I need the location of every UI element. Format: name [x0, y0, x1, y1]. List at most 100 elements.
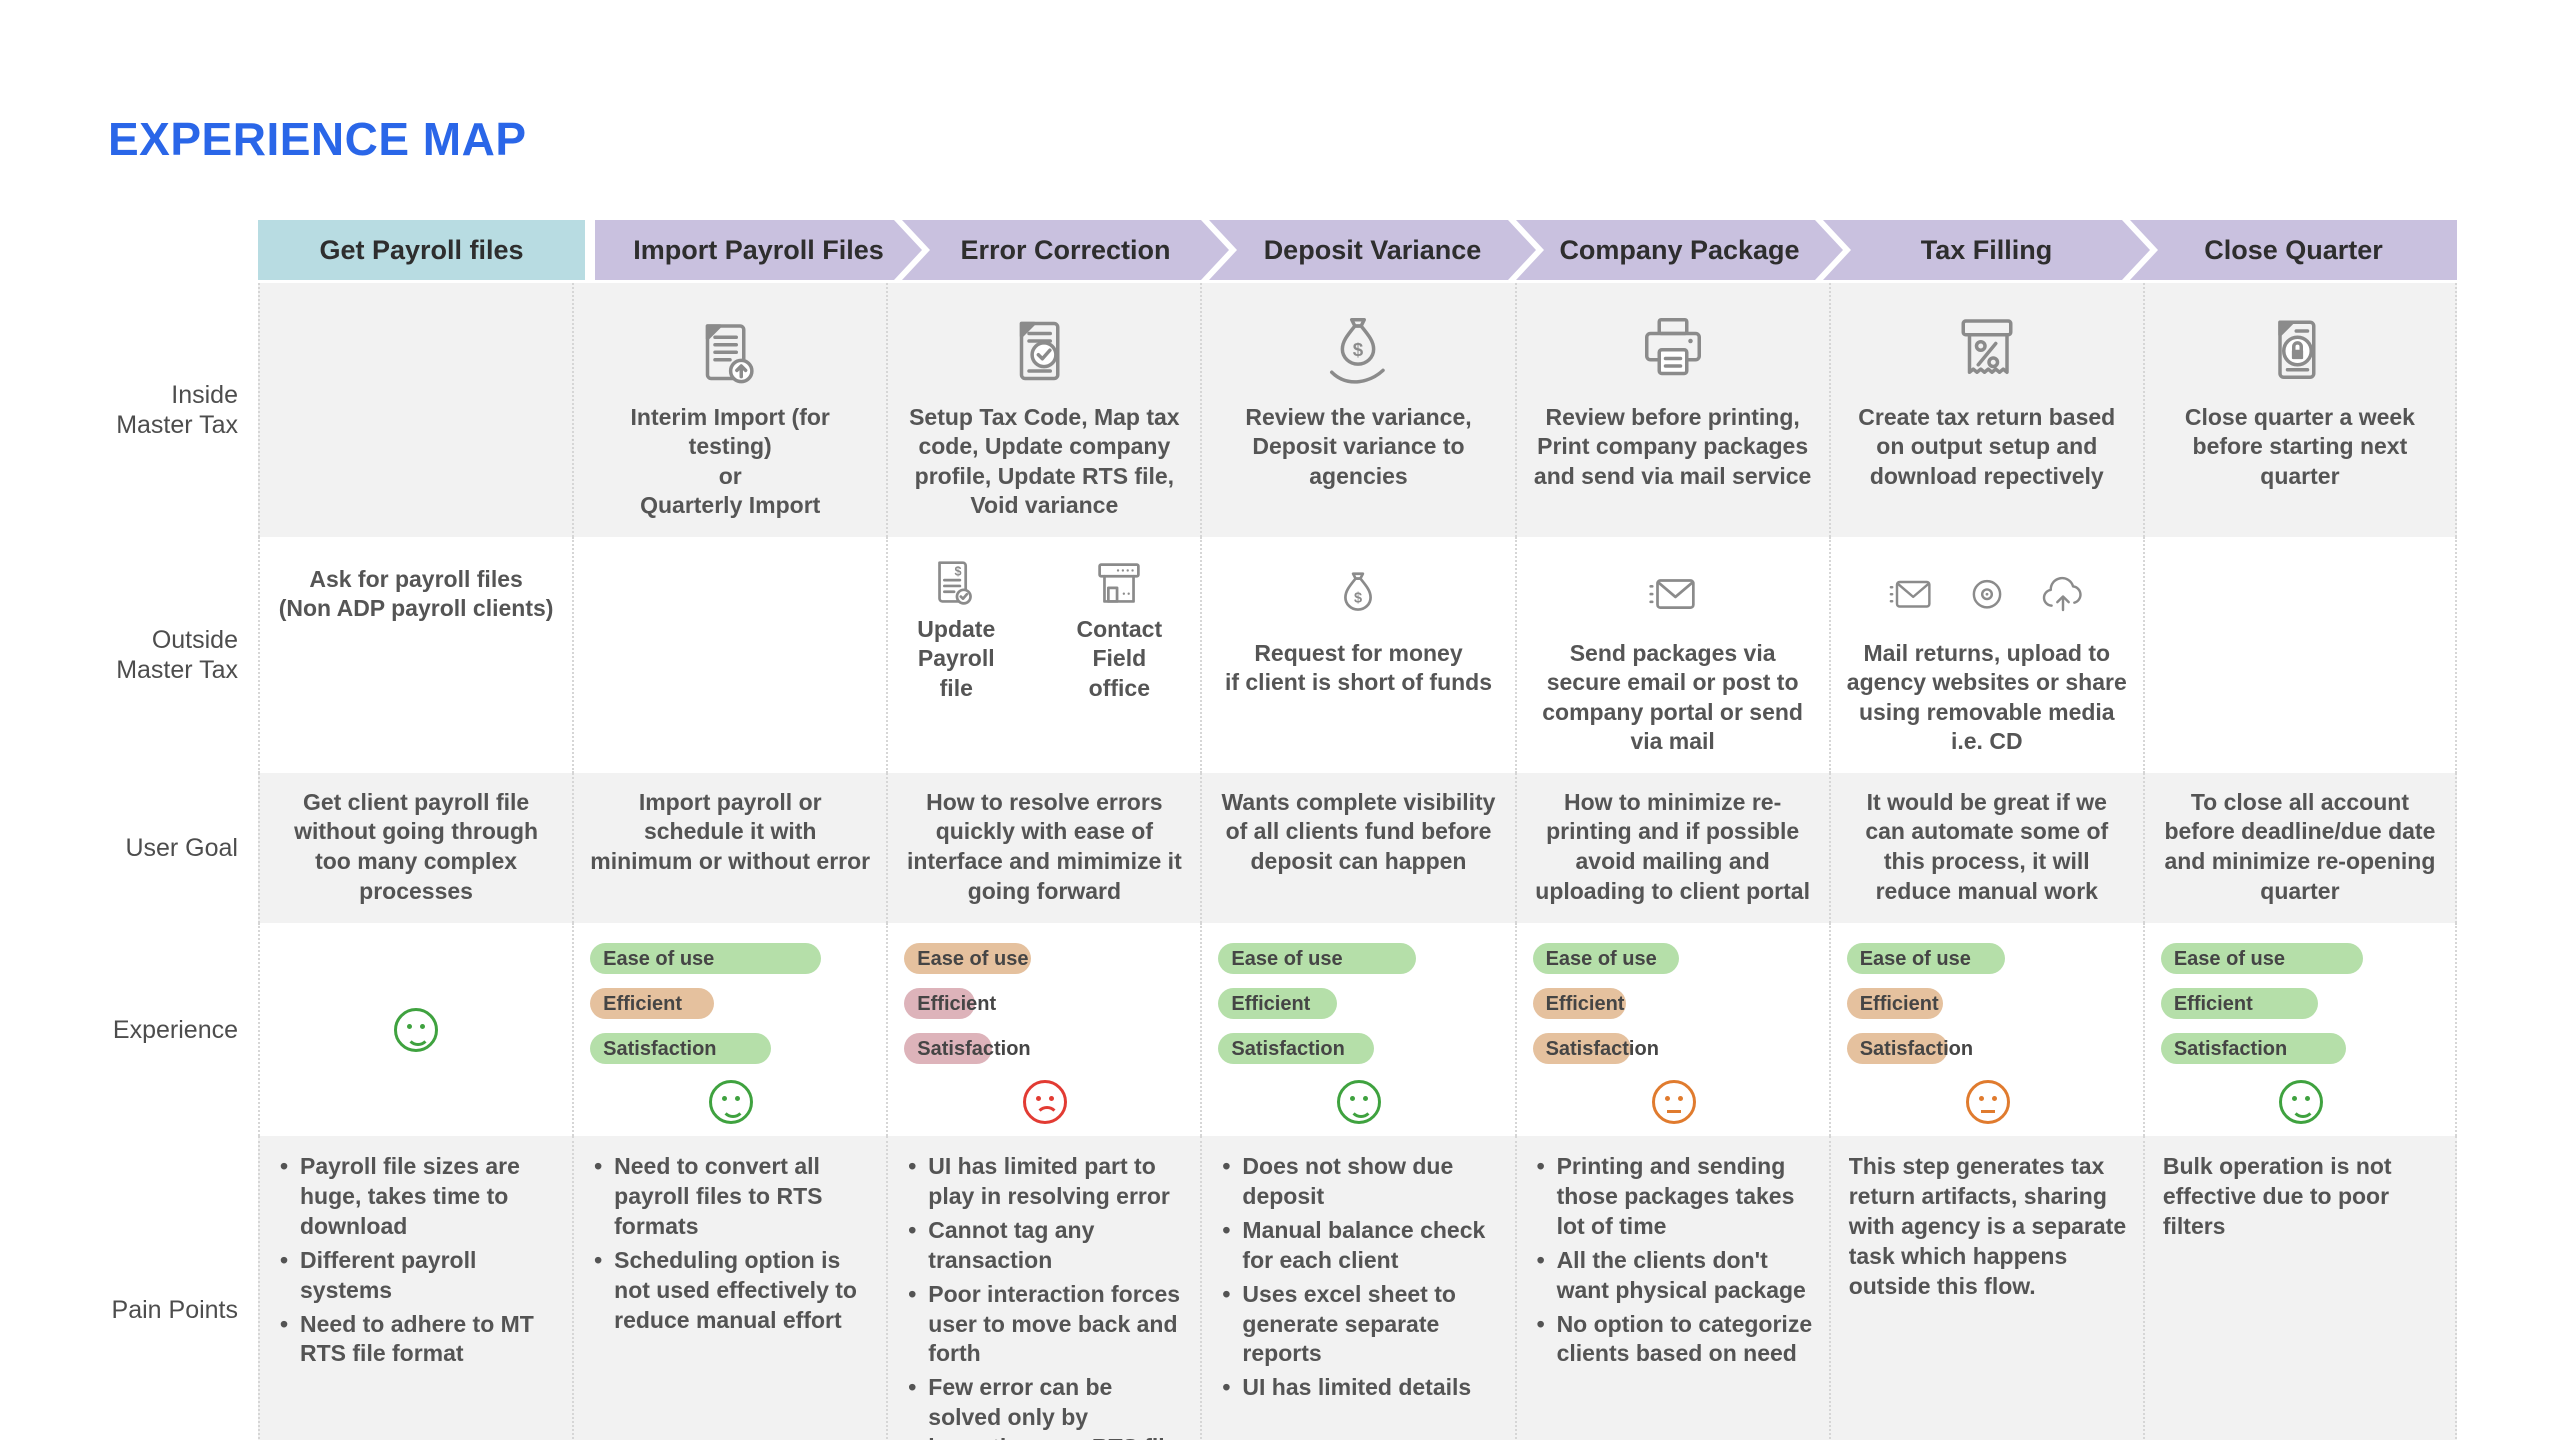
pain-point-item: Scheduling option is not used effectivel… — [590, 1246, 870, 1336]
pain-point-item: Payroll file sizes are huge, takes time … — [276, 1152, 556, 1242]
stage-header-error-correction: Error Correction — [902, 220, 1229, 280]
pain-point-item: Bulk operation is not effective due to p… — [2162, 1153, 2392, 1239]
experience-bar: Satisfaction — [904, 1033, 1031, 1065]
row-label-user-goal: User Goal — [125, 833, 238, 862]
cell-inside-get-payroll-files — [258, 283, 573, 537]
experience-bar: Efficient — [904, 988, 996, 1020]
experience-bar: Ease of use — [904, 943, 1032, 975]
experience-bar: Satisfaction — [1846, 1033, 1973, 1065]
cell-experience-get-payroll-files — [258, 923, 572, 1137]
cell-goal-close-quarter: To close all account before deadline/due… — [2142, 772, 2457, 924]
outside-caption: Send packages via secure email or post t… — [1542, 639, 1803, 755]
cell-pain-deposit-variance: Does not show due deposit Manual balance… — [1200, 1136, 1515, 1440]
experience-bar: Satisfaction — [1218, 1033, 1374, 1065]
mood-emoji — [1337, 1080, 1382, 1125]
email-icon — [1883, 568, 1939, 624]
cell-outside-get-payroll-files: Ask for payroll files (Non ADP payroll c… — [258, 536, 572, 773]
document-check-icon — [1004, 311, 1084, 391]
stage-header-get-payroll-files: Get Payroll files — [258, 220, 585, 280]
cell-outside-company-package: Send packages via secure email or post t… — [1514, 536, 1829, 773]
inside-caption: Review before printing, Print company pa… — [1533, 404, 1812, 489]
stage-header-band: Get Payroll files Import Payroll Files E… — [258, 220, 2457, 280]
cell-experience-close-quarter: Ease of use Efficient Satisfaction — [2142, 923, 2457, 1137]
pain-point-item: Does not show due deposit — [1218, 1152, 1498, 1212]
stage-header-close-quarter: Close Quarter — [2130, 220, 2457, 280]
cell-pain-company-package: Printing and sending those packages take… — [1514, 1136, 1829, 1440]
cell-inside-error-correction: Setup Tax Code, Map tax code, Update com… — [886, 283, 1201, 537]
office-building-icon — [1088, 553, 1150, 615]
mood-emoji — [709, 1080, 754, 1125]
outside-caption: Contact Field office — [1076, 615, 1163, 701]
inside-caption: Review the variance, Deposit variance to… — [1245, 404, 1472, 489]
experience-bar: Ease of use — [2160, 943, 2363, 975]
cell-goal-tax-filling: It would be great if we can automate som… — [1828, 772, 2143, 924]
experience-bar: Efficient — [2160, 988, 2318, 1020]
document-upload-icon — [690, 311, 770, 391]
cell-pain-import-payroll-files: Need to convert all payroll files to RTS… — [572, 1136, 887, 1440]
cell-inside-company-package: Review before printing, Print company pa… — [1514, 283, 1829, 537]
pain-point-item: Uses excel sheet to generate separate re… — [1218, 1280, 1498, 1370]
inside-caption: Interim Import (for testing) or Quarterl… — [630, 404, 830, 519]
outside-caption: Request for money if client is short of … — [1224, 639, 1493, 696]
secure-email-icon — [1642, 565, 1704, 627]
mood-emoji — [394, 1007, 439, 1052]
cell-goal-get-payroll-files: Get client payroll file without going th… — [258, 772, 573, 924]
experience-map-grid: Get Payroll files Import Payroll Files E… — [105, 220, 2457, 1440]
page-title: EXPERIENCE MAP — [108, 113, 527, 165]
cell-experience-company-package: Ease of use Efficient Satisfaction — [1514, 923, 1829, 1137]
document-lock-icon — [2260, 311, 2340, 391]
invoice-dollar-icon — [925, 553, 987, 615]
pain-point-item: UI has limited part to play in resolving… — [904, 1152, 1184, 1212]
inside-caption: Create tax return based on output setup … — [1858, 404, 2116, 489]
cell-outside-error-correction: Update Payroll file Contact Field office — [886, 536, 1200, 773]
receipt-percent-icon — [1947, 311, 2027, 391]
cell-experience-tax-filling: Ease of use Efficient Satisfaction — [1828, 923, 2143, 1137]
cell-inside-tax-filling: Create tax return based on output setup … — [1828, 283, 2143, 537]
cell-outside-import-payroll-files — [572, 536, 886, 773]
pain-point-item: Printing and sending those packages take… — [1533, 1152, 1813, 1242]
experience-bar: Satisfaction — [1532, 1033, 1659, 1065]
cell-goal-company-package: How to minimize re-printing and if possi… — [1514, 772, 1829, 924]
row-label-pain-points: Pain Points — [111, 1295, 238, 1324]
experience-bar: Efficient — [1218, 988, 1337, 1020]
stage-header-company-package: Company Package — [1516, 220, 1843, 280]
cell-goal-deposit-variance: Wants complete visibility of all clients… — [1200, 772, 1515, 924]
experience-bar: Efficient — [1846, 988, 1943, 1020]
cell-goal-error-correction: How to resolve errors quickly with ease … — [886, 772, 1201, 924]
pain-point-item: No option to categorize clients based on… — [1533, 1310, 1813, 1370]
printer-icon — [1633, 311, 1713, 391]
cell-experience-error-correction: Ease of use Efficient Satisfaction — [886, 923, 1200, 1137]
mood-emoji — [1023, 1080, 1068, 1125]
cell-pain-tax-filling: This step generates tax return artifacts… — [1828, 1136, 2143, 1440]
cell-inside-import-payroll-files: Interim Import (for testing) or Quarterl… — [572, 283, 887, 537]
cd-disc-icon — [1959, 568, 2015, 624]
experience-bar: Satisfaction — [590, 1033, 771, 1065]
cell-outside-tax-filling: Mail returns, upload to agency websites … — [1828, 536, 2143, 773]
money-bag-icon — [1327, 565, 1389, 627]
stage-header-deposit-variance: Deposit Variance — [1209, 220, 1536, 280]
pain-point-item: Need to adhere to MT RTS file format — [276, 1310, 556, 1370]
experience-bar: Efficient — [1532, 988, 1626, 1020]
grid-corner — [105, 220, 258, 283]
outside-caption: Update Payroll file — [917, 615, 996, 701]
inside-caption: Setup Tax Code, Map tax code, Update com… — [909, 404, 1180, 519]
mood-emoji — [1651, 1080, 1696, 1125]
pain-point-item: Few error can be solved only by importin… — [904, 1373, 1184, 1440]
experience-bar: Satisfaction — [2160, 1033, 2346, 1065]
cell-pain-error-correction: UI has limited part to play in resolving… — [886, 1136, 1201, 1440]
pain-point-item: UI has limited details — [1218, 1373, 1498, 1403]
experience-bar: Efficient — [590, 988, 715, 1020]
experience-bar: Ease of use — [1218, 943, 1416, 975]
experience-bar: Ease of use — [1846, 943, 2005, 975]
mood-emoji — [2278, 1080, 2323, 1125]
cell-outside-close-quarter — [2142, 536, 2457, 773]
cell-experience-import-payroll-files: Ease of use Efficient Satisfaction — [572, 923, 886, 1137]
cell-inside-close-quarter: Close quarter a week before starting nex… — [2142, 283, 2457, 537]
cell-goal-import-payroll-files: Import payroll or schedule it with minim… — [572, 772, 887, 924]
stage-header-tax-filling: Tax Filling — [1823, 220, 2150, 280]
cell-pain-close-quarter: Bulk operation is not effective due to p… — [2142, 1136, 2457, 1440]
pain-point-item: This step generates tax return artifacts… — [1848, 1153, 2127, 1299]
row-label-experience: Experience — [112, 1015, 238, 1044]
experience-bar: Ease of use — [590, 943, 822, 975]
pain-point-item: Poor interaction forces user to move bac… — [904, 1280, 1184, 1370]
